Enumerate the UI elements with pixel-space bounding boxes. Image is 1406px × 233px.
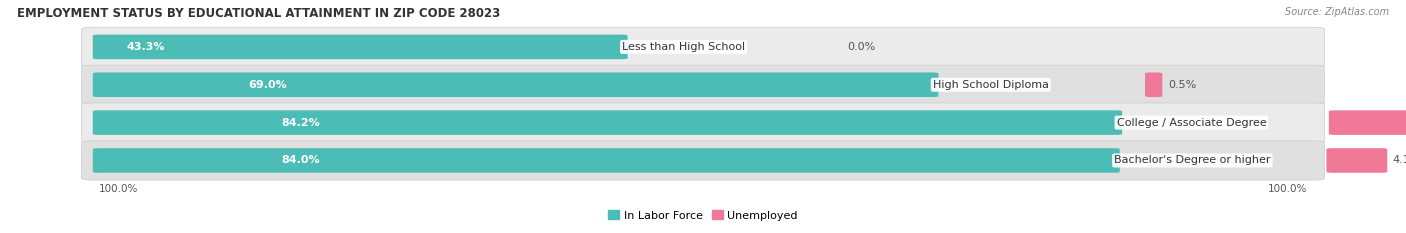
Text: 100.0%: 100.0% xyxy=(1268,184,1308,194)
FancyBboxPatch shape xyxy=(1329,110,1406,135)
FancyBboxPatch shape xyxy=(93,72,938,97)
FancyBboxPatch shape xyxy=(82,65,1324,104)
FancyBboxPatch shape xyxy=(93,148,1119,173)
Text: 43.3%: 43.3% xyxy=(127,42,165,52)
Text: 84.0%: 84.0% xyxy=(281,155,321,165)
Legend: In Labor Force, Unemployed: In Labor Force, Unemployed xyxy=(603,206,803,225)
Text: 69.0%: 69.0% xyxy=(249,80,287,90)
Text: 0.0%: 0.0% xyxy=(846,42,875,52)
Text: 100.0%: 100.0% xyxy=(98,184,138,194)
Text: High School Diploma: High School Diploma xyxy=(932,80,1049,90)
FancyBboxPatch shape xyxy=(1326,148,1388,173)
FancyBboxPatch shape xyxy=(82,103,1324,142)
FancyBboxPatch shape xyxy=(1144,72,1163,97)
Text: Less than High School: Less than High School xyxy=(621,42,745,52)
Text: 4.1%: 4.1% xyxy=(1393,155,1406,165)
FancyBboxPatch shape xyxy=(93,34,627,59)
FancyBboxPatch shape xyxy=(82,141,1324,180)
Text: 84.2%: 84.2% xyxy=(281,118,321,128)
Text: 0.5%: 0.5% xyxy=(1168,80,1197,90)
Text: EMPLOYMENT STATUS BY EDUCATIONAL ATTAINMENT IN ZIP CODE 28023: EMPLOYMENT STATUS BY EDUCATIONAL ATTAINM… xyxy=(17,7,501,20)
Text: Bachelor's Degree or higher: Bachelor's Degree or higher xyxy=(1114,155,1271,165)
FancyBboxPatch shape xyxy=(93,110,1122,135)
Text: College / Associate Degree: College / Associate Degree xyxy=(1116,118,1267,128)
Text: Source: ZipAtlas.com: Source: ZipAtlas.com xyxy=(1285,7,1389,17)
FancyBboxPatch shape xyxy=(82,27,1324,67)
